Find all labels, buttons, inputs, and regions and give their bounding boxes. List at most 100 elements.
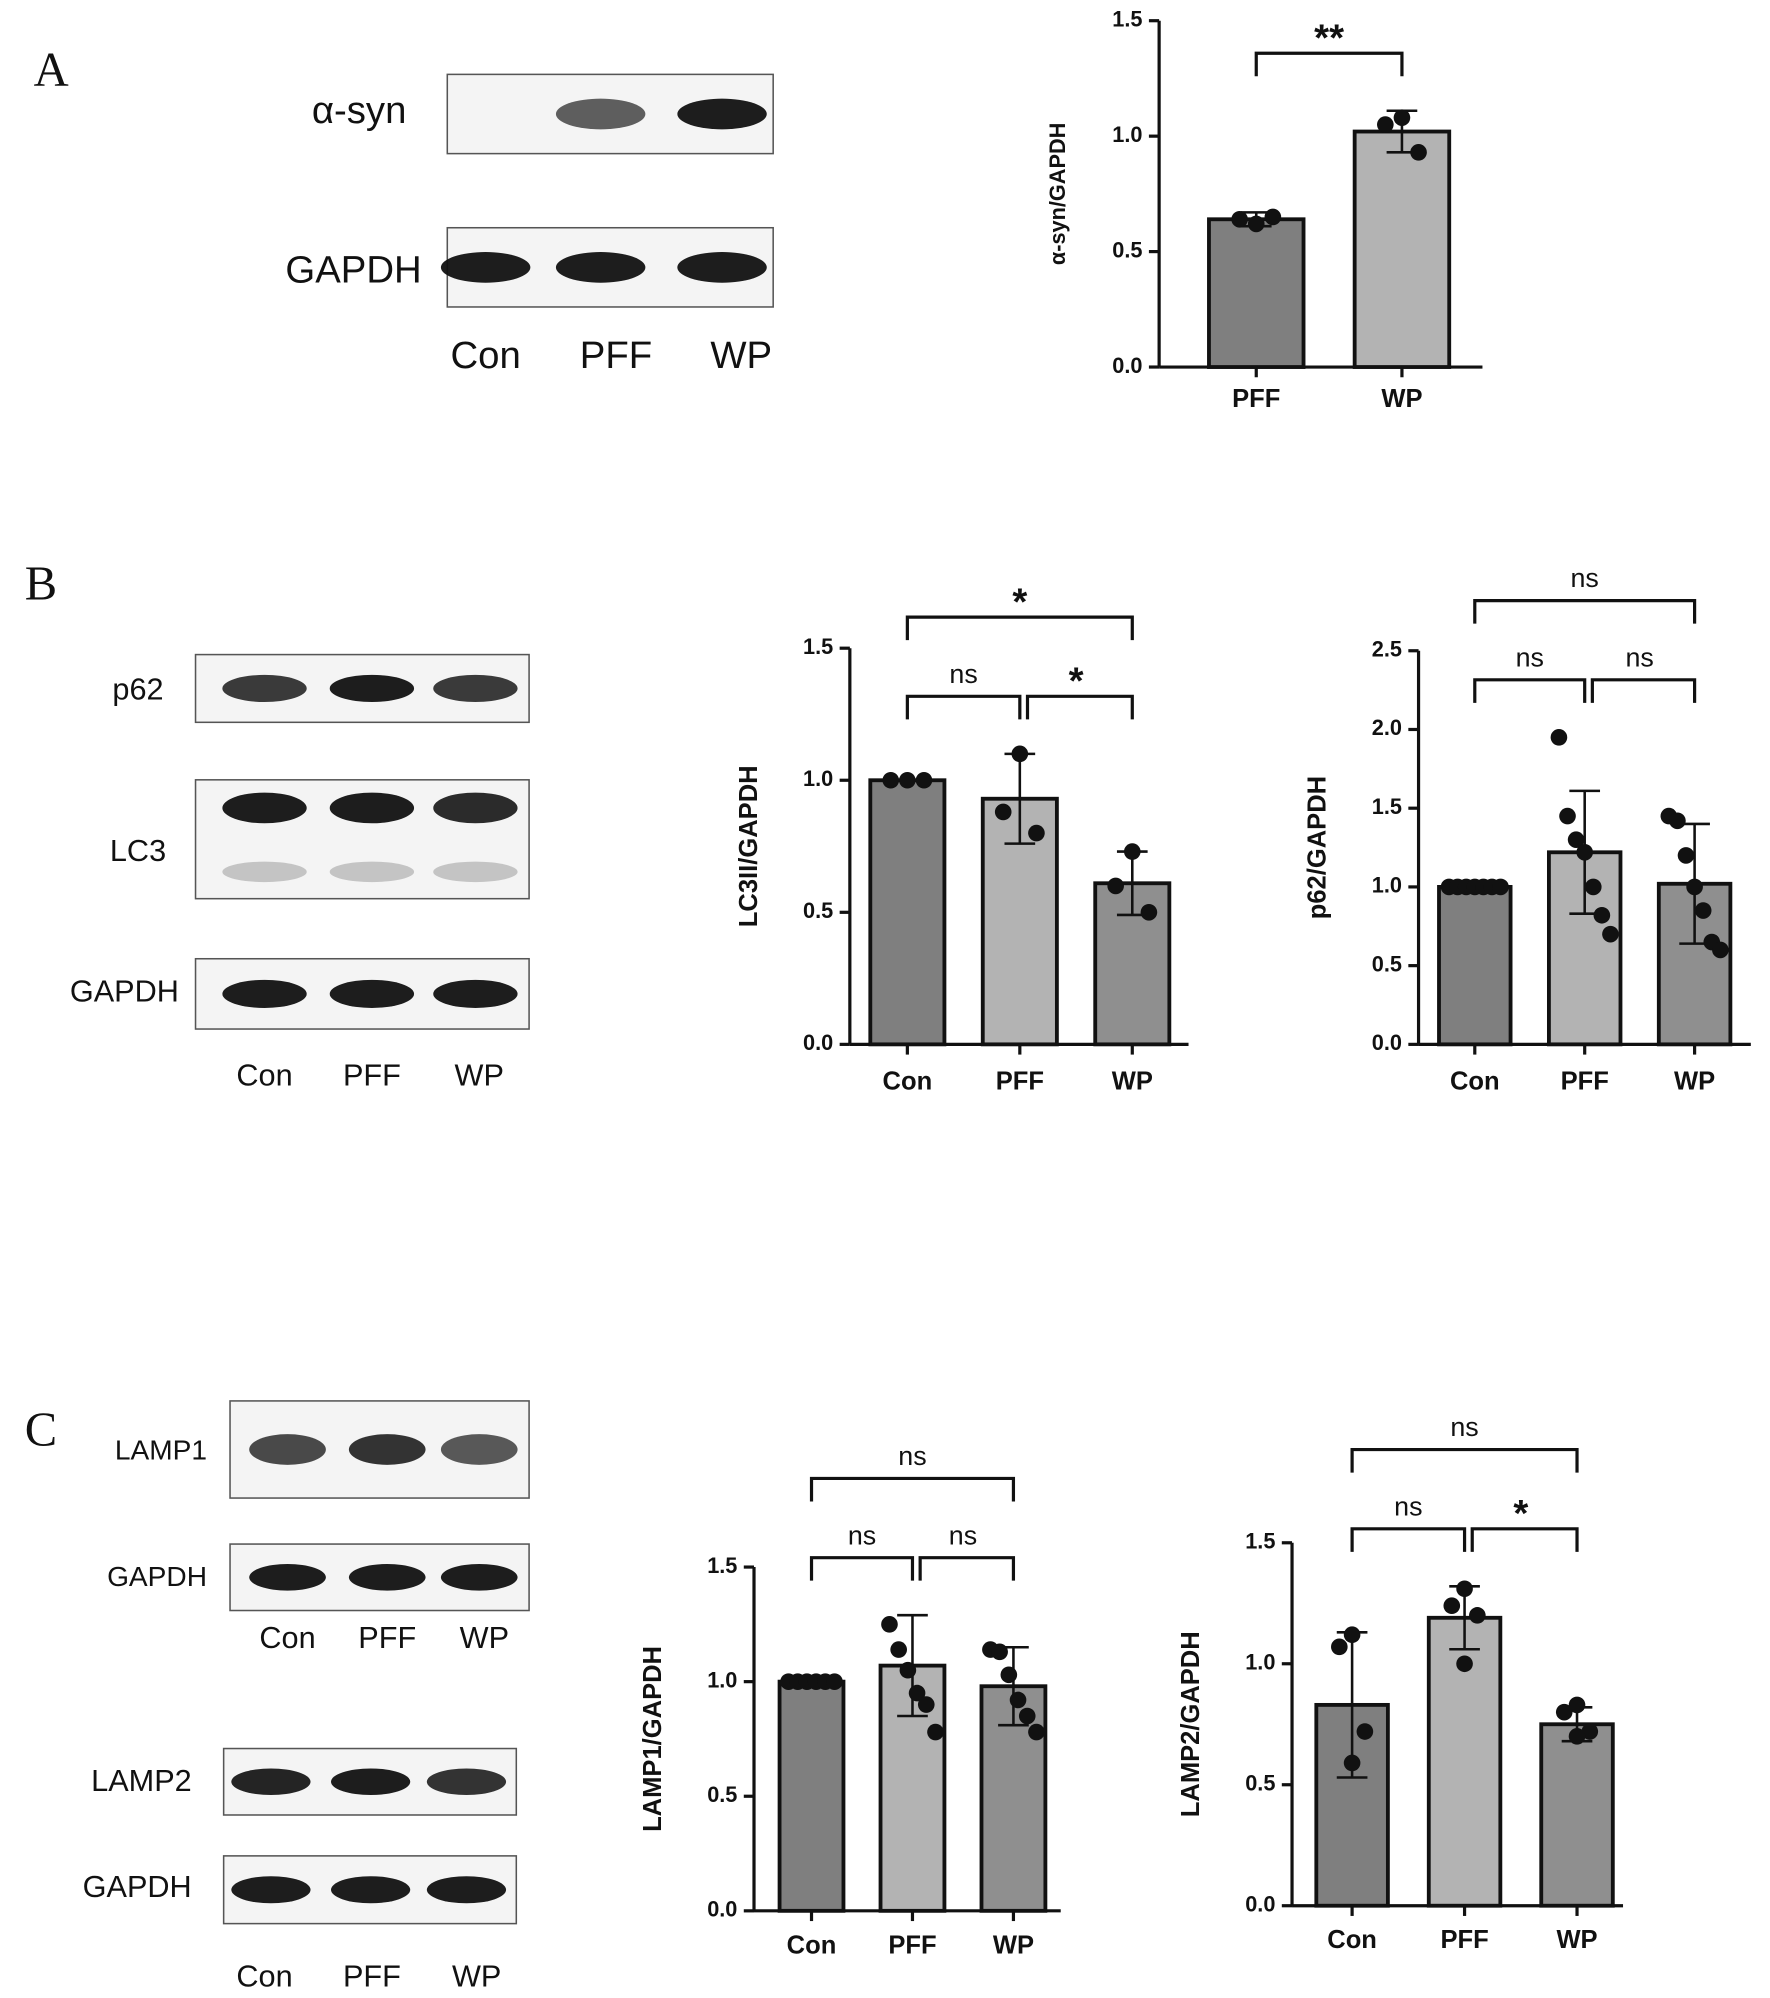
significance-bracket <box>1470 1527 1579 1552</box>
data-point <box>1456 1655 1473 1673</box>
x-tick-label: PFF <box>996 1067 1044 1095</box>
data-point <box>1568 1728 1586 1745</box>
y-tick-label: 1.5 <box>1112 6 1142 31</box>
data-point <box>1356 1723 1374 1740</box>
lane-label: PFF <box>358 1621 416 1655</box>
significance-bracket <box>918 1556 1016 1581</box>
blot-label: LAMP2 <box>91 1764 192 1798</box>
significance-bracket <box>1350 1527 1467 1552</box>
data-point <box>882 771 900 789</box>
significance-label: ns <box>1625 642 1653 672</box>
panel-letter: A <box>34 43 69 97</box>
x-tick-label: Con <box>1327 1926 1377 1954</box>
y-tick-label: 1.5 <box>1245 1529 1275 1554</box>
x-tick-label: PFF <box>1440 1926 1488 1954</box>
x-tick-label: WP <box>993 1931 1034 1959</box>
x-tick-label: Con <box>787 1931 837 1959</box>
y-tick-label: 2.5 <box>1372 636 1402 661</box>
data-point <box>927 1723 944 1741</box>
significance-bracket <box>1473 599 1697 624</box>
y-axis-label: α-syn/GAPDH <box>1045 123 1070 265</box>
y-axis-label: p62/GAPDH <box>1304 776 1332 919</box>
blot-label: GAPDH <box>107 1561 207 1592</box>
y-tick-label: 1.5 <box>1372 794 1402 819</box>
data-point <box>1550 729 1568 746</box>
data-point <box>1264 208 1282 226</box>
x-tick-label: WP <box>1556 1926 1597 1954</box>
blot-band <box>222 861 307 883</box>
blot-band <box>555 98 646 130</box>
panel-letter: B <box>25 556 57 610</box>
data-point <box>1694 902 1712 919</box>
significance-label: ns <box>949 659 977 689</box>
data-point <box>1469 1607 1486 1624</box>
data-point <box>1593 906 1611 924</box>
significance-label: ns <box>848 1520 876 1550</box>
blot-band <box>329 792 415 824</box>
y-tick-label: 2.0 <box>1372 715 1402 740</box>
data-point <box>1602 925 1619 943</box>
lane-label: PFF <box>343 1960 401 1994</box>
blot-band <box>433 979 518 1008</box>
significance-bracket <box>809 1476 1016 1502</box>
significance-label: * <box>1012 580 1027 623</box>
data-point <box>881 1616 898 1633</box>
blot-label: LAMP1 <box>115 1434 207 1465</box>
data-point <box>1377 116 1394 133</box>
data-point <box>1584 878 1602 896</box>
blot-label: p62 <box>112 673 163 707</box>
y-tick-label: 0.5 <box>707 1782 737 1807</box>
data-point <box>994 803 1012 821</box>
blot-band <box>440 1434 518 1465</box>
lane-label: Con <box>259 1621 315 1655</box>
blot-band <box>677 98 767 130</box>
data-point <box>1343 1754 1361 1772</box>
data-point <box>1140 904 1158 921</box>
significance-bracket <box>1473 678 1587 703</box>
significance-label: * <box>1069 660 1084 703</box>
significance-label: ns <box>1450 1412 1478 1442</box>
data-point <box>1677 847 1695 864</box>
blot-label: GAPDH <box>70 974 179 1008</box>
blot-band <box>330 1768 411 1796</box>
data-point <box>1231 210 1248 228</box>
panel-letter: C <box>25 1402 57 1456</box>
x-tick-label: PFF <box>1232 385 1280 413</box>
data-point <box>917 1696 935 1713</box>
data-point <box>1555 1703 1573 1721</box>
data-point <box>1559 807 1576 825</box>
data-point <box>1492 878 1509 896</box>
data-point <box>1000 1666 1018 1684</box>
lane-label: Con <box>236 1960 292 1994</box>
lane-label: WP <box>710 334 772 377</box>
data-point <box>1712 941 1729 959</box>
data-point <box>1247 215 1265 233</box>
bar <box>868 778 947 1047</box>
bar <box>1437 885 1513 1047</box>
x-tick-label: Con <box>883 1067 933 1095</box>
data-point <box>1443 1597 1461 1614</box>
data-point <box>1581 1723 1599 1740</box>
lane-label: WP <box>452 1960 501 1994</box>
blot-band <box>677 252 767 283</box>
blot-label: LC3 <box>110 834 166 868</box>
data-point <box>1410 144 1427 161</box>
significance-label: ns <box>949 1520 977 1550</box>
data-point <box>1028 1723 1045 1741</box>
blot-band <box>329 674 415 702</box>
significance-label: ns <box>1394 1491 1422 1521</box>
bar <box>777 1679 846 1913</box>
bar <box>1539 1722 1615 1908</box>
blot-band <box>222 674 307 702</box>
y-tick-label: 1.5 <box>803 634 833 659</box>
y-tick-label: 0.0 <box>803 1030 833 1055</box>
data-point <box>899 1661 917 1679</box>
data-point <box>826 1673 843 1690</box>
data-point <box>1669 812 1686 830</box>
y-tick-label: 0.5 <box>1372 951 1402 976</box>
y-tick-label: 0.5 <box>1112 237 1142 262</box>
x-tick-label: WP <box>1112 1067 1153 1095</box>
significance-bracket <box>905 694 1022 720</box>
data-point <box>915 771 933 789</box>
blot-band <box>555 252 646 283</box>
